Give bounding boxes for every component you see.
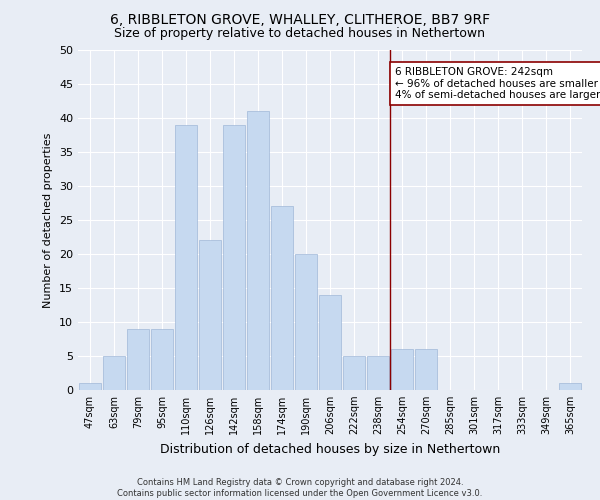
Bar xyxy=(415,349,437,390)
Y-axis label: Number of detached properties: Number of detached properties xyxy=(43,132,53,308)
Bar xyxy=(295,254,317,390)
Bar xyxy=(319,295,341,390)
Bar xyxy=(247,111,269,390)
Text: Contains HM Land Registry data © Crown copyright and database right 2024.
Contai: Contains HM Land Registry data © Crown c… xyxy=(118,478,482,498)
Bar xyxy=(79,383,101,390)
Text: Size of property relative to detached houses in Nethertown: Size of property relative to detached ho… xyxy=(115,28,485,40)
Text: 6, RIBBLETON GROVE, WHALLEY, CLITHEROE, BB7 9RF: 6, RIBBLETON GROVE, WHALLEY, CLITHEROE, … xyxy=(110,12,490,26)
Text: 6 RIBBLETON GROVE: 242sqm
← 96% of detached houses are smaller (233)
4% of semi-: 6 RIBBLETON GROVE: 242sqm ← 96% of detac… xyxy=(395,67,600,100)
X-axis label: Distribution of detached houses by size in Nethertown: Distribution of detached houses by size … xyxy=(160,442,500,456)
Bar xyxy=(103,356,125,390)
Bar xyxy=(151,329,173,390)
Bar xyxy=(391,349,413,390)
Bar xyxy=(223,125,245,390)
Bar xyxy=(175,125,197,390)
Bar xyxy=(343,356,365,390)
Bar xyxy=(199,240,221,390)
Bar xyxy=(271,206,293,390)
Bar xyxy=(127,329,149,390)
Bar xyxy=(367,356,389,390)
Bar xyxy=(559,383,581,390)
